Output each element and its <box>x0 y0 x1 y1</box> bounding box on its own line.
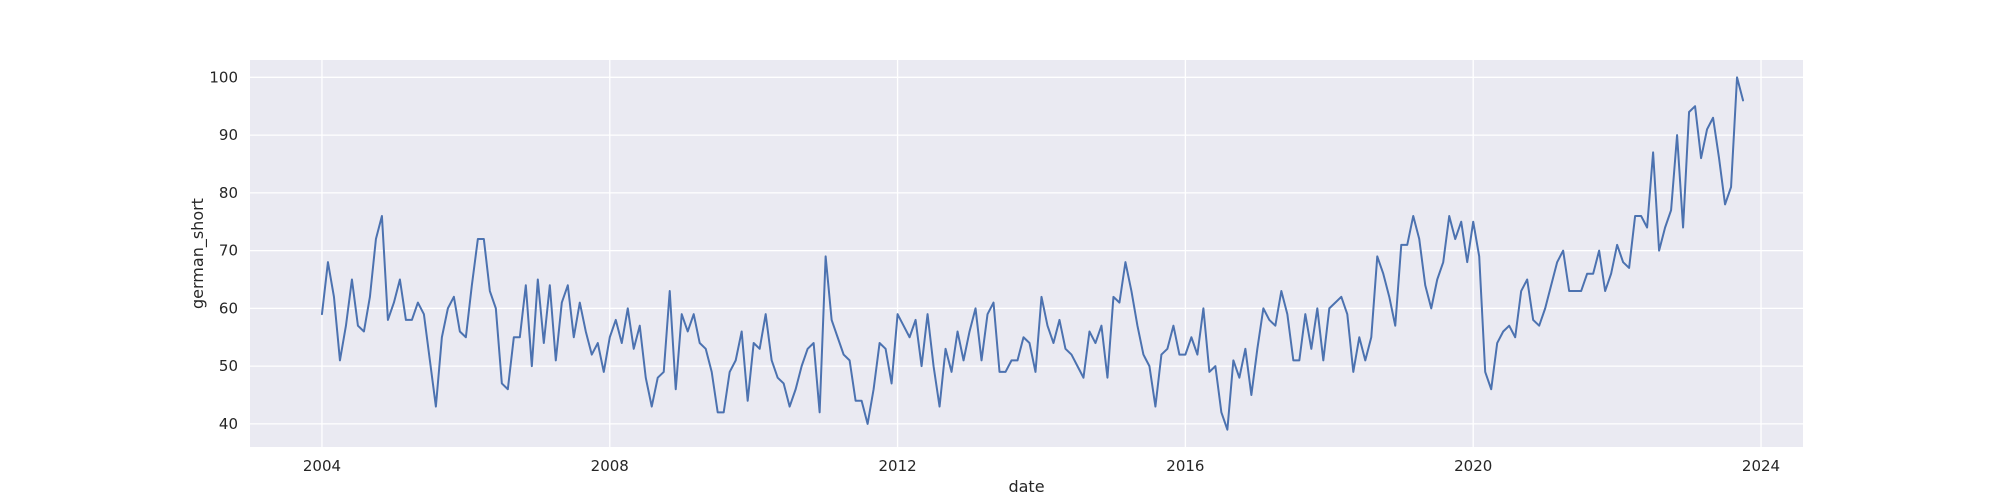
x-tick-label: 2016 <box>1166 457 1204 475</box>
y-tick-label: 40 <box>219 415 238 433</box>
y-tick-label: 100 <box>209 68 238 86</box>
plot-area <box>250 60 1803 447</box>
x-tick-label: 2004 <box>303 457 341 475</box>
x-axis-label: date <box>1008 477 1044 496</box>
x-tick-label: 2024 <box>1742 457 1780 475</box>
x-tick-label: 2008 <box>591 457 629 475</box>
y-tick-label: 60 <box>219 299 238 317</box>
y-tick-label: 50 <box>219 357 238 375</box>
series-line <box>320 76 1745 431</box>
y-tick-label: 70 <box>219 242 238 260</box>
series-layer <box>320 76 1745 431</box>
x-axis-ticks: 2004 2008 2012 2016 2020 2024 <box>303 457 1780 475</box>
y-tick-label: 80 <box>219 184 238 202</box>
y-axis-label: german_short <box>188 198 208 309</box>
x-tick-label: 2012 <box>878 457 916 475</box>
y-tick-label: 90 <box>219 126 238 144</box>
x-tick-label: 2020 <box>1454 457 1492 475</box>
y-axis-ticks: 40 50 60 70 80 90 100 <box>209 68 238 433</box>
